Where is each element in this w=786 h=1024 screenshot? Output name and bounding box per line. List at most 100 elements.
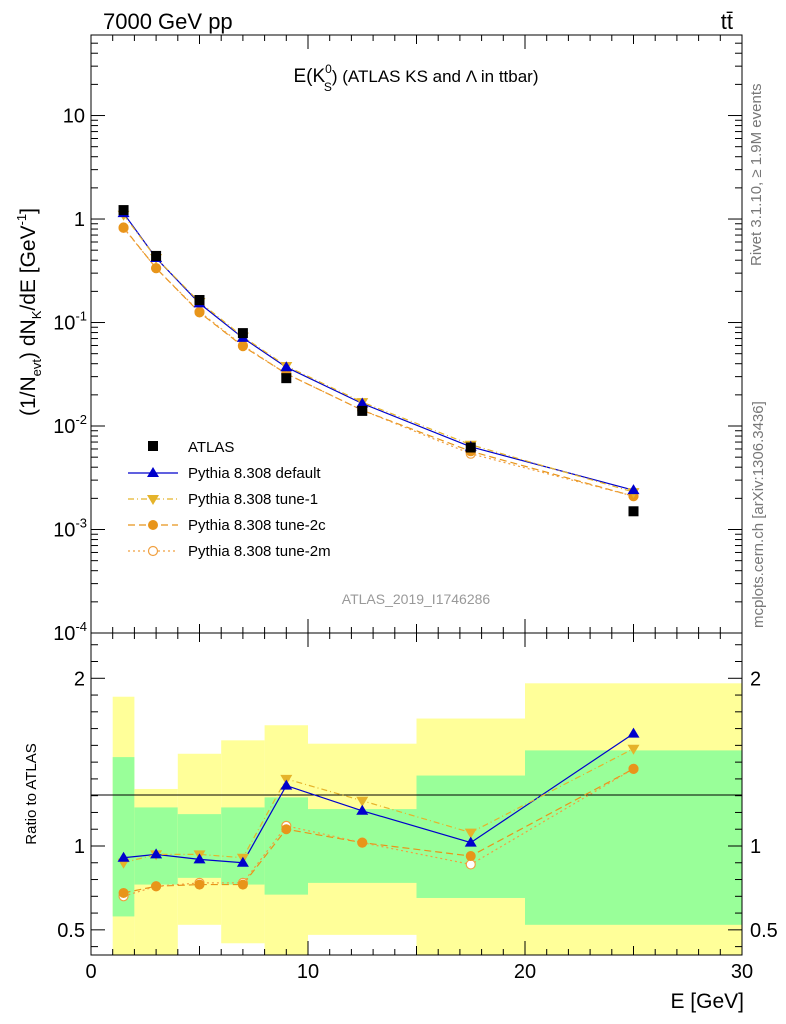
legend-label-tune2m: Pythia 8.308 tune-2m bbox=[188, 543, 331, 560]
main-y-tick-label: 10-4 bbox=[53, 619, 87, 645]
main-point-default bbox=[356, 397, 369, 408]
legend-marker-tune2m bbox=[147, 545, 159, 557]
ratio-plot: 0 10 20 30 0.5 0.5 1 1 2 2 bbox=[57, 632, 778, 983]
ratio-line-tune1 bbox=[123, 748, 634, 864]
legend-label-default: Pythia 8.308 default bbox=[188, 465, 321, 482]
main-point-atlas bbox=[237, 328, 248, 339]
x-tick-label: 0 bbox=[85, 961, 96, 983]
ratio-point-tune1 bbox=[464, 828, 477, 839]
main-y-tick-label: 1 bbox=[74, 209, 85, 231]
ratio-uncertainty-bands bbox=[112, 683, 742, 955]
x-tick-label: 30 bbox=[731, 961, 753, 983]
ratio-point-tune2m bbox=[465, 859, 476, 870]
ratio-green-band bbox=[221, 807, 265, 885]
ratio-point-default bbox=[627, 727, 640, 738]
ratio-point-default bbox=[356, 804, 369, 815]
ratio-point-tune2c bbox=[151, 881, 162, 892]
ratio-point-tune2c bbox=[281, 824, 292, 835]
ratio-point-default bbox=[464, 836, 477, 847]
plot-title-sub: S bbox=[324, 80, 332, 94]
ratio-line-default bbox=[123, 733, 634, 864]
legend-marker-tune2c bbox=[148, 520, 158, 530]
header-right: tt̄ bbox=[721, 9, 733, 34]
plot-title-main: E(K bbox=[293, 66, 325, 87]
ratio-point-tune2c bbox=[628, 763, 639, 774]
ratio-green-band bbox=[264, 797, 308, 895]
main-axes: 10-4 10-3 10-2 10-1 1 10 bbox=[53, 34, 743, 645]
main-series-lines bbox=[123, 212, 634, 497]
x-axis-label: E [GeV] bbox=[670, 990, 744, 1013]
ratio-point-default bbox=[236, 856, 249, 867]
ratio-y-tick-label-right: 1 bbox=[750, 836, 761, 858]
legend: ATLAS Pythia 8.308 default Pythia 8.308 … bbox=[128, 439, 331, 560]
main-point-atlas bbox=[118, 205, 129, 216]
ratio-point-default bbox=[193, 853, 206, 864]
ratio-axes: 0 10 20 30 0.5 0.5 1 1 2 2 bbox=[57, 633, 778, 983]
legend-marker-default bbox=[147, 467, 159, 477]
x-tick-label: 10 bbox=[297, 961, 319, 983]
ratio-y-tick-label-right: 0.5 bbox=[750, 920, 778, 942]
legend-marker-tune1 bbox=[147, 495, 159, 505]
ratio-point-tune2c bbox=[357, 837, 368, 848]
ratio-point-tune1 bbox=[627, 744, 640, 755]
main-point-tune2c bbox=[194, 307, 205, 318]
ratio-point-tune1 bbox=[356, 796, 369, 807]
ratio-point-default bbox=[117, 851, 130, 862]
ratio-point-default bbox=[280, 779, 293, 790]
ratio-point-tune2c bbox=[194, 879, 205, 890]
plot-title: E(K0 S) (ATLAS KS and Λ in ttbar) bbox=[293, 62, 538, 94]
ratio-frame bbox=[90, 632, 743, 956]
main-y-tick-label: 10-1 bbox=[53, 309, 87, 335]
ratio-green-band bbox=[134, 807, 178, 885]
plot-title-sup: 0 bbox=[325, 62, 332, 76]
ratio-line-tune2m bbox=[123, 768, 634, 897]
mcplots-label: mcplots.cern.ch [arXiv:1306.3436] bbox=[750, 401, 767, 628]
main-point-atlas bbox=[465, 442, 476, 453]
ratio-y-tick-label-right: 2 bbox=[750, 668, 761, 690]
ratio-y-tick-label: 1 bbox=[74, 836, 85, 858]
main-line-default bbox=[123, 212, 634, 491]
ratio-y-axis-label: Ratio to ATLAS bbox=[23, 743, 40, 844]
ratio-series-markers bbox=[117, 727, 640, 902]
header-left: 7000 GeV pp bbox=[103, 9, 233, 34]
main-line-tune2c bbox=[123, 227, 634, 497]
main-point-atlas bbox=[194, 295, 205, 306]
main-line-tune1 bbox=[123, 214, 634, 493]
main-y-tick-label: 10 bbox=[63, 106, 85, 128]
main-point-tune2c bbox=[151, 263, 162, 274]
ratio-line-tune2c bbox=[123, 768, 634, 894]
main-point-default bbox=[627, 484, 640, 495]
ratio-green-band bbox=[177, 814, 222, 878]
main-series-markers bbox=[117, 205, 640, 517]
legend-marker-atlas bbox=[148, 441, 158, 451]
main-point-atlas bbox=[357, 405, 368, 416]
main-point-tune2c bbox=[237, 341, 248, 352]
ratio-series-lines bbox=[123, 733, 634, 897]
main-y-tick-label: 10-3 bbox=[53, 516, 87, 542]
legend-label-tune1: Pythia 8.308 tune-1 bbox=[188, 491, 318, 508]
main-y-tick-label: 10-2 bbox=[53, 412, 87, 438]
legend-label-tune2c: Pythia 8.308 tune-2c bbox=[188, 517, 326, 534]
main-point-atlas bbox=[281, 373, 292, 384]
main-y-axis-label: (1/Nevt) dNK/dE [GeV-1] bbox=[14, 208, 44, 416]
analysis-id: ATLAS_2019_I1746286 bbox=[342, 591, 491, 607]
ratio-point-tune2c bbox=[465, 851, 476, 862]
legend-label-atlas: ATLAS bbox=[188, 439, 234, 456]
main-plot: 10-4 10-3 10-2 10-1 1 10 E(K0 S) (ATLAS KS and… bbox=[53, 34, 743, 645]
main-point-default bbox=[280, 361, 293, 372]
ratio-point-tune2c bbox=[237, 879, 248, 890]
rivet-label: Rivet 3.1.10, ≥ 1.9M events bbox=[748, 84, 765, 267]
plot-title-rest: ) (ATLAS KS and Λ in ttbar) bbox=[332, 67, 539, 86]
ratio-green-band bbox=[112, 757, 135, 917]
ratio-y-tick-label: 2 bbox=[74, 668, 85, 690]
ratio-green-band bbox=[525, 750, 742, 925]
main-point-atlas bbox=[628, 506, 639, 517]
ratio-y-tick-label: 0.5 bbox=[57, 920, 85, 942]
main-point-tune2c bbox=[118, 222, 129, 233]
ratio-point-default bbox=[150, 848, 163, 859]
x-tick-label: 20 bbox=[514, 961, 536, 983]
main-line-tune2m bbox=[123, 227, 634, 497]
ratio-point-tune2c bbox=[118, 887, 129, 898]
main-point-atlas bbox=[151, 250, 162, 261]
